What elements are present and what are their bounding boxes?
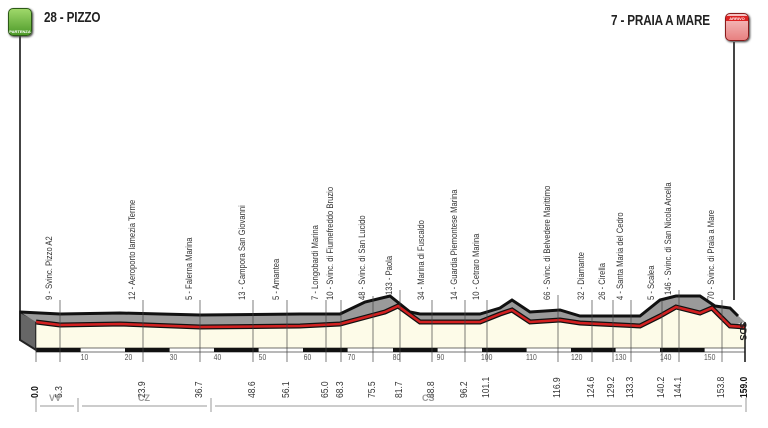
km-label: 153.8	[716, 376, 727, 398]
waypoint-label: 7 - Longobardi Marina	[310, 225, 320, 300]
distance-tick: 130	[615, 353, 627, 362]
waypoint-label: 12 - Aeroporto lamezia Terme	[127, 199, 137, 300]
km-label: 159.0	[739, 376, 750, 398]
road-altitude-line	[35, 304, 746, 329]
distance-tick: 70	[347, 353, 356, 362]
distance-tick: 110	[525, 353, 537, 362]
waypoint-label: 26 - Cirella	[597, 263, 607, 300]
km-label: 65.0	[320, 381, 331, 398]
distance-tick: 10	[80, 353, 89, 362]
distance-tick: 30	[169, 353, 178, 362]
waypoint-label: 133 - Paola	[384, 255, 394, 295]
distance-tick: 120	[571, 353, 583, 362]
distance-tick: 90	[436, 353, 445, 362]
km-label: 124.6	[586, 376, 597, 398]
distance-tick: 80	[392, 353, 401, 362]
waypoint-label: 9 - Svinc. Pizzo A2	[44, 236, 54, 300]
km-label: 101.1	[481, 376, 492, 398]
finish-town-title: 7 - PRAIA A MARE	[611, 12, 710, 29]
waypoint-label: 32 - Diamante	[576, 251, 586, 300]
distance-tick: 50	[258, 353, 267, 362]
waypoint-label: 48 - Svinc. di San Lucido	[357, 215, 367, 300]
finish-arrival-icon: ARRIVO	[725, 13, 749, 41]
km-label: 144.1	[673, 376, 684, 398]
km-label: 96.2	[459, 381, 470, 398]
start-flag-icon: PARTENZA	[8, 8, 32, 36]
waypoint-label: 5 - Falerna Marina	[184, 237, 194, 300]
km-label: 133.3	[625, 376, 636, 398]
km-label: 75.5	[367, 381, 378, 398]
distance-tick: 100	[481, 353, 493, 362]
waypoint-label: 13 - Campora San Giovanni	[237, 205, 247, 300]
waypoint-label: 146 - Svinc. di San Nicola Arcella	[663, 182, 673, 295]
distance-tick: 150	[704, 353, 716, 362]
start-badge-label: PARTENZA	[9, 29, 31, 34]
province-label: VV	[49, 393, 62, 403]
waypoint-label: 10 - Svinc. di Fiumefreddo Bruzio	[325, 186, 335, 300]
km-label: 68.3	[335, 381, 346, 398]
km-label: 56.1	[281, 381, 292, 398]
distance-tick: 40	[213, 353, 222, 362]
km-label: 129.2	[606, 376, 617, 398]
km-label: 36.7	[194, 381, 205, 398]
profile-face	[36, 306, 745, 349]
waypoint-label: 4 - Santa Maria del Cedro	[615, 212, 625, 300]
waypoint-label: 34 - Marina di Fuscaldo	[416, 220, 426, 300]
distance-tick: 140	[660, 353, 672, 362]
province-label: CS	[422, 393, 435, 403]
km-label: 140.2	[656, 376, 667, 398]
waypoint-label: 14 - Guardia Piemontese Marina	[449, 189, 459, 300]
distance-tick: 20	[124, 353, 133, 362]
finish-badge-label: ARRIVO	[726, 16, 748, 21]
km-label: 48.6	[247, 381, 258, 398]
waypoint-label: 66 - Svinc. di Belvedere Marittimo	[542, 185, 552, 300]
waypoint-label: 5 - Amantea	[271, 258, 281, 300]
km-label: 0.0	[30, 386, 41, 398]
km-label: 116.9	[552, 377, 563, 398]
province-label: CZ	[138, 393, 150, 403]
distance-tick: 60	[303, 353, 312, 362]
waypoint-label: 5 - Scalea	[646, 265, 656, 300]
km-label: 81.7	[394, 381, 405, 398]
waypoint-label: 70 - Svinc. di Praia a Mare	[706, 209, 716, 300]
start-town-title: 28 - PIZZO	[44, 9, 101, 26]
road-type-label: SDS	[738, 322, 748, 341]
waypoint-label: 10 - Cetraro Marina	[471, 233, 481, 300]
